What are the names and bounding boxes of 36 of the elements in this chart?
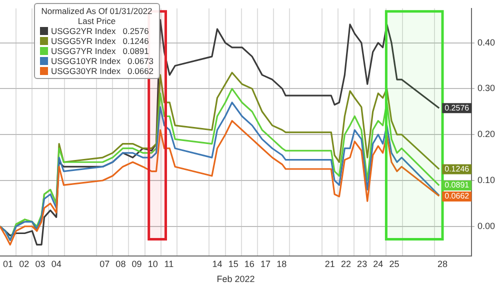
data-label: 0.0891 <box>444 180 470 190</box>
x-tick-label: 15 <box>228 259 238 270</box>
y-tick-label: 0.10 <box>477 174 496 185</box>
legend-label: USGG2YR Index 0.2576 <box>50 26 150 36</box>
x-tick-label: 04 <box>51 259 62 270</box>
x-tick-label: 24 <box>373 259 384 270</box>
x-tick-label: 18 <box>276 259 287 270</box>
x-tick-label: 01 <box>3 259 14 270</box>
legend-title: Normalized As Of 01/31/2022 Last Price <box>40 6 154 26</box>
x-tick-label: 14 <box>212 259 222 270</box>
data-label: 0.2576 <box>444 103 470 112</box>
x-tick-label: 17 <box>260 259 271 270</box>
x-tick-label: 21 <box>324 259 335 270</box>
data-label: 0.1246 <box>444 164 470 174</box>
x-tick-label: 22 <box>340 259 351 270</box>
x-tick-label: 11 <box>164 259 174 270</box>
x-tick-label: 08 <box>116 259 126 270</box>
data-label: 0.0662 <box>444 192 470 201</box>
y-tick-label: 0.40 <box>477 37 496 48</box>
legend-label: USGG7YR Index 0.0891 <box>50 46 150 56</box>
x-tick-label: 03 <box>35 259 46 270</box>
y-tick-label: 0.30 <box>477 83 496 94</box>
x-tick-label: 16 <box>244 259 254 270</box>
y-tick-label: 0.20 <box>477 129 496 140</box>
x-tick-label: 10 <box>148 259 158 270</box>
legend-label: USGG30YR Index 0.0662 <box>50 66 154 76</box>
x-tick-label: 23 <box>357 259 368 270</box>
x-tick-label: 02 <box>19 259 30 270</box>
x-tick-label: 25 <box>389 259 400 270</box>
x-tick-label: 07 <box>100 259 110 270</box>
x-tick-label: 28 <box>438 259 448 270</box>
y-tick-label: 0.00 <box>477 220 496 231</box>
x-tick-label: 09 <box>132 259 142 270</box>
legend-label: USGG10YR Index 0.0673 <box>50 56 154 66</box>
legend-label: USGG5YR Index 0.1246 <box>50 36 150 46</box>
x-axis-title: Feb 2022 <box>216 274 255 284</box>
